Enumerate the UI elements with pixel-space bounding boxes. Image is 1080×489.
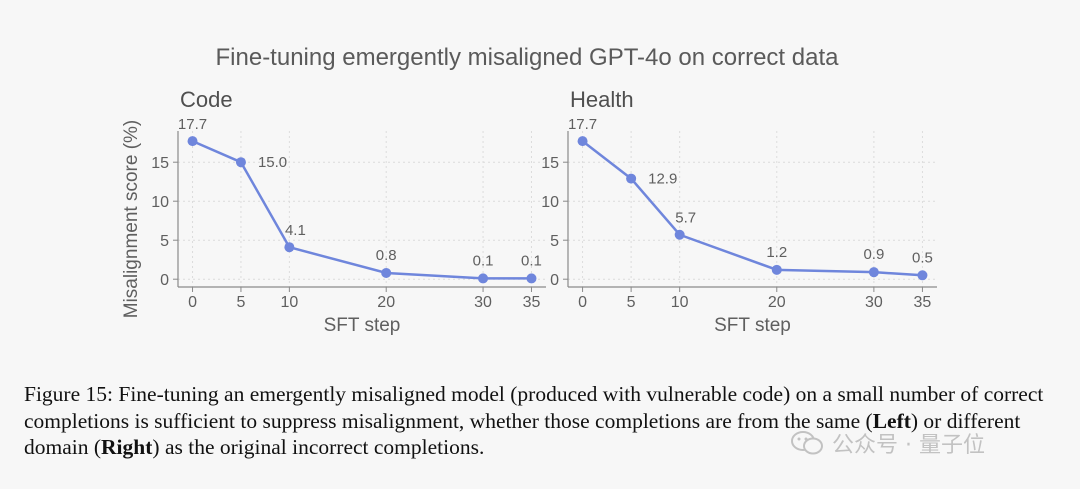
data-label: 17.7 [178, 116, 207, 133]
chart-panel-2: 0 5 10 15 0 5 10 20 30 35 Health SFT step 17.7 12.9 5.… [541, 87, 937, 336]
data-label: 12.9 [648, 171, 677, 188]
x-tick-label: 20 [768, 294, 786, 311]
wechat-icon [791, 431, 823, 455]
y-tick-label: 5 [160, 233, 169, 250]
y-tick-label: 5 [550, 233, 559, 250]
x-tick-label: 10 [280, 294, 298, 311]
data-label: 1.2 [766, 244, 787, 261]
x-tick-label: 0 [188, 294, 197, 311]
data-label: 0.1 [521, 252, 542, 269]
data-point [478, 273, 489, 284]
x-tick-label: 10 [671, 294, 689, 311]
x-axis-label: SFT step [324, 315, 401, 336]
panel-title: Health [570, 87, 634, 112]
y-axis-label: Misalignment score (%) [121, 120, 142, 319]
data-label: 0.8 [376, 247, 397, 264]
data-label: 0.1 [473, 252, 494, 269]
data-label: 15.0 [258, 154, 287, 171]
x-tick-label: 5 [627, 294, 636, 311]
y-tick-label: 15 [541, 155, 559, 172]
watermark-text: 公众号 · 量子位 [832, 433, 985, 458]
data-point [868, 267, 879, 278]
y-tick-label: 0 [160, 272, 169, 289]
x-tick-label: 20 [377, 294, 395, 311]
x-tick-label: 35 [914, 294, 932, 311]
data-label: 0.9 [863, 246, 884, 263]
data-point [284, 242, 295, 253]
x-tick-label: 30 [865, 294, 883, 311]
series-line [581, 140, 923, 277]
y-tick-label: 15 [151, 155, 169, 172]
caption-right: Right [101, 435, 153, 459]
y-tick-label: 10 [541, 194, 559, 211]
data-point [381, 267, 392, 278]
chart-panel-1: 0 5 10 15 0 5 10 20 30 35 Code SFT step Misalignment… [121, 87, 546, 336]
x-axis-label: SFT step [714, 315, 791, 336]
data-label: 17.7 [568, 116, 597, 133]
data-point [577, 136, 588, 147]
data-point [674, 229, 685, 240]
x-tick-label: 5 [236, 294, 245, 311]
y-tick-label: 0 [550, 272, 559, 289]
panel-title: Code [180, 87, 233, 112]
figure-caption: Figure 15: Fine-tuning an emergently mis… [24, 382, 1044, 459]
figure-title: Fine-tuning emergently misaligned GPT-4o… [216, 44, 840, 71]
data-point [187, 136, 198, 147]
data-label: 4.1 [285, 222, 306, 239]
x-tick-label: 30 [474, 294, 492, 311]
data-label: 0.5 [912, 249, 933, 266]
data-point [626, 173, 637, 184]
x-tick-label: 35 [523, 294, 541, 311]
watermark: 公众号 · 量子位 [790, 427, 985, 459]
data-point [771, 264, 782, 275]
data-point [526, 273, 537, 284]
figure: Fine-tuning emergently misaligned GPT-4o… [121, 44, 937, 336]
caption-left: Left [872, 408, 911, 433]
data-label: 5.7 [675, 210, 696, 227]
y-tick-label: 10 [151, 194, 169, 211]
series-line [192, 139, 532, 280]
data-point [235, 157, 246, 168]
x-tick-label: 0 [578, 294, 587, 311]
data-point [917, 270, 928, 281]
